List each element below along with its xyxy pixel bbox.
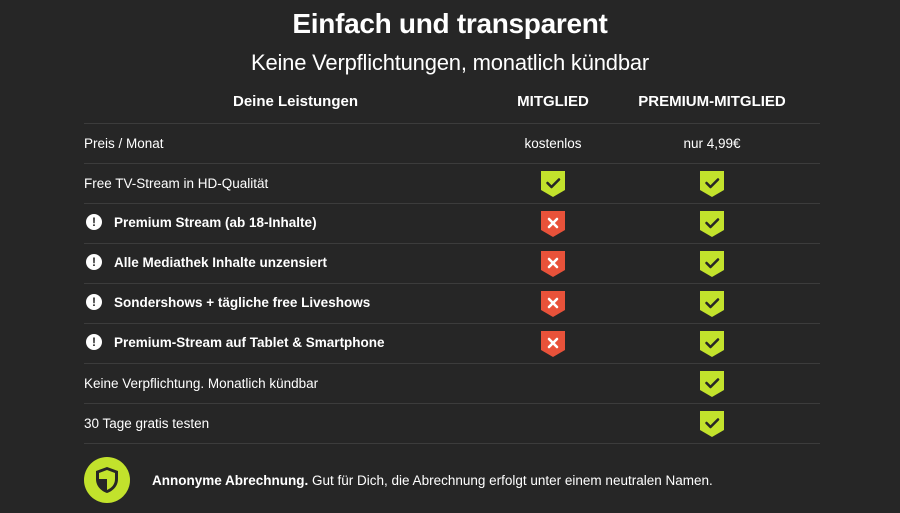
member-cell — [504, 324, 602, 363]
row-label: Sondershows + tägliche free Liveshows — [114, 294, 371, 310]
member-cell — [504, 364, 602, 403]
premium-cell — [632, 164, 792, 203]
table-row: ! Sondershows + tägliche free Liveshows — [84, 284, 820, 324]
shield-badge — [84, 457, 130, 503]
table-row: ! Alle Mediathek Inhalte unzensiert — [84, 244, 820, 284]
table-row: Free TV-Stream in HD-Qualität — [84, 164, 820, 204]
page-subtitle: Keine Verpflichtungen, monatlich kündbar — [250, 50, 650, 75]
row-label: 30 Tage gratis testen — [84, 416, 210, 431]
column-header-features: Deine Leistungen — [233, 93, 359, 110]
check-icon — [700, 170, 724, 197]
table-row: ! Premium Stream (ab 18-Inhalte) — [84, 204, 820, 244]
check-icon — [700, 210, 724, 237]
table-row: ! Premium-Stream auf Tablet & Smartphone — [84, 324, 820, 364]
billing-notice: Annonyme Abrechnung. Gut für Dich, die A… — [84, 455, 820, 505]
row-label: Preis / Monat — [84, 136, 164, 151]
check-icon — [700, 410, 724, 437]
premium-price: nur 4,99€ — [683, 136, 741, 151]
exclamation-icon: ! — [86, 254, 102, 270]
row-label: Free TV-Stream in HD-Qualität — [84, 176, 269, 191]
member-price: kostenlos — [524, 136, 582, 151]
premium-cell — [632, 204, 792, 243]
billing-notice-text: Gut für Dich, die Abrechnung erfolgt unt… — [308, 472, 713, 488]
row-label: Keine Verpflichtung. Monatlich kündbar — [84, 376, 319, 391]
member-cell — [504, 284, 602, 323]
premium-cell — [632, 364, 792, 403]
cross-icon — [541, 330, 565, 357]
premium-cell — [632, 324, 792, 363]
column-header-member: MITGLIED — [517, 93, 589, 110]
table-row: Keine Verpflichtung. Monatlich kündbar — [84, 364, 820, 404]
shield-icon — [96, 467, 118, 493]
cross-icon — [541, 290, 565, 317]
row-label: Premium-Stream auf Tablet & Smartphone — [114, 334, 385, 350]
check-icon — [700, 370, 724, 397]
member-cell — [504, 164, 602, 203]
comparison-table: Deine Leistungen MITGLIED PREMIUM-MITGLI… — [84, 84, 820, 444]
premium-cell — [632, 244, 792, 283]
exclamation-icon: ! — [86, 214, 102, 230]
exclamation-icon: ! — [86, 334, 102, 350]
check-icon — [541, 170, 565, 197]
cross-icon — [541, 250, 565, 277]
table-header: Deine Leistungen MITGLIED PREMIUM-MITGLI… — [84, 84, 820, 124]
column-header-premium: PREMIUM-MITGLIED — [638, 93, 786, 110]
member-cell — [504, 404, 602, 443]
member-cell — [504, 244, 602, 283]
check-icon — [700, 290, 724, 317]
page-title: Einfach und transparent — [292, 8, 608, 39]
exclamation-icon: ! — [86, 294, 102, 310]
row-label: Alle Mediathek Inhalte unzensiert — [114, 254, 328, 270]
cross-icon — [541, 210, 565, 237]
check-icon — [700, 330, 724, 357]
row-label: Premium Stream (ab 18-Inhalte) — [114, 214, 317, 230]
premium-cell — [632, 284, 792, 323]
check-icon — [700, 250, 724, 277]
billing-notice-title: Annonyme Abrechnung. — [152, 472, 309, 488]
premium-cell — [632, 404, 792, 443]
table-row-price: Preis / Monat kostenlos nur 4,99€ — [84, 124, 820, 164]
table-row: 30 Tage gratis testen — [84, 404, 820, 444]
member-cell — [504, 204, 602, 243]
